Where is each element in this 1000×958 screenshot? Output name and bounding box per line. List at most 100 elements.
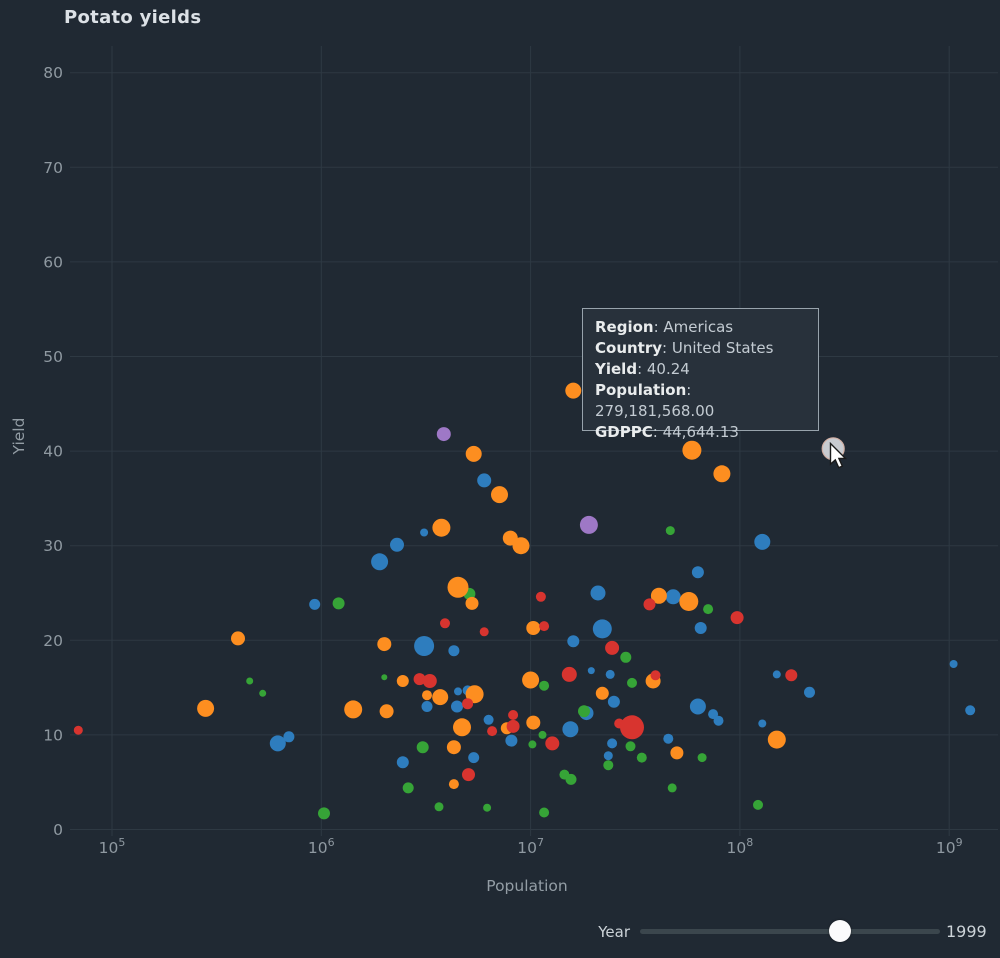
data-point[interactable] <box>446 740 461 755</box>
data-point[interactable] <box>565 382 582 399</box>
data-point[interactable] <box>396 675 409 687</box>
data-point[interactable] <box>949 660 958 668</box>
data-point[interactable] <box>592 619 612 639</box>
data-point[interactable] <box>454 687 462 696</box>
data-point[interactable] <box>416 741 429 754</box>
data-point[interactable] <box>73 725 83 735</box>
data-point[interactable] <box>309 598 321 610</box>
data-point[interactable] <box>422 674 437 688</box>
data-point[interactable] <box>561 666 577 682</box>
data-point[interactable] <box>605 669 615 679</box>
data-point[interactable] <box>231 631 245 646</box>
data-point[interactable] <box>758 719 767 728</box>
data-point[interactable] <box>448 645 460 657</box>
data-point[interactable] <box>402 782 414 794</box>
data-point[interactable] <box>730 611 744 625</box>
data-point[interactable] <box>650 670 661 681</box>
data-point[interactable] <box>679 592 699 611</box>
data-point[interactable] <box>465 685 484 704</box>
data-point[interactable] <box>390 537 404 552</box>
data-point[interactable] <box>259 689 267 697</box>
data-point[interactable] <box>448 779 459 790</box>
data-point[interactable] <box>607 695 620 708</box>
data-point[interactable] <box>539 680 550 691</box>
data-point[interactable] <box>636 752 647 763</box>
data-point[interactable] <box>381 674 388 681</box>
data-point[interactable] <box>528 740 537 749</box>
data-point[interactable] <box>453 718 471 737</box>
data-point[interactable] <box>694 622 707 634</box>
data-point[interactable] <box>420 528 429 537</box>
data-point[interactable] <box>965 705 976 716</box>
data-point[interactable] <box>468 752 480 764</box>
data-point[interactable] <box>667 783 677 793</box>
data-point[interactable] <box>578 705 590 718</box>
data-point[interactable] <box>753 799 763 810</box>
data-point[interactable] <box>462 768 475 782</box>
data-point[interactable] <box>713 715 724 726</box>
data-point[interactable] <box>436 427 451 442</box>
data-point[interactable] <box>508 710 519 720</box>
data-point[interactable] <box>479 627 489 637</box>
data-point[interactable] <box>665 589 681 605</box>
data-point[interactable] <box>318 807 330 820</box>
data-point[interactable] <box>379 704 394 719</box>
data-point[interactable] <box>663 733 674 744</box>
data-point[interactable] <box>603 751 613 761</box>
data-point[interactable] <box>605 640 620 655</box>
data-point[interactable] <box>487 726 498 737</box>
data-point[interactable] <box>491 486 508 504</box>
data-point[interactable] <box>703 604 714 615</box>
data-point[interactable] <box>413 673 426 686</box>
data-point[interactable] <box>526 621 541 635</box>
data-point[interactable] <box>620 715 644 740</box>
data-point[interactable] <box>767 730 786 749</box>
data-point[interactable] <box>432 518 451 537</box>
data-point[interactable] <box>451 700 463 713</box>
data-point[interactable] <box>506 719 520 733</box>
data-point[interactable] <box>590 585 606 601</box>
data-point[interactable] <box>505 734 518 747</box>
data-point[interactable] <box>432 689 449 706</box>
data-point[interactable] <box>522 671 540 689</box>
data-point[interactable] <box>665 526 675 536</box>
data-point[interactable] <box>713 465 731 483</box>
data-point[interactable] <box>526 715 541 730</box>
data-point[interactable] <box>682 440 702 460</box>
data-point[interactable] <box>440 618 450 629</box>
data-point[interactable] <box>567 635 580 648</box>
data-point[interactable] <box>754 533 771 550</box>
data-point[interactable] <box>512 537 530 555</box>
data-point[interactable] <box>670 746 684 760</box>
data-point[interactable] <box>477 473 492 488</box>
data-point[interactable] <box>708 709 719 720</box>
data-point[interactable] <box>697 753 707 763</box>
data-point[interactable] <box>535 591 546 602</box>
data-point[interactable] <box>772 670 781 679</box>
data-point[interactable] <box>414 636 435 656</box>
data-point[interactable] <box>607 738 618 749</box>
data-point[interactable] <box>562 721 579 738</box>
data-point[interactable] <box>283 731 295 743</box>
data-point[interactable] <box>377 637 392 652</box>
data-point[interactable] <box>643 598 656 611</box>
data-point[interactable] <box>689 698 706 715</box>
data-point[interactable] <box>462 698 474 710</box>
data-point[interactable] <box>538 730 547 739</box>
data-point[interactable] <box>465 445 482 462</box>
data-point[interactable] <box>371 553 389 571</box>
data-point[interactable] <box>246 677 254 685</box>
data-point[interactable] <box>447 576 469 598</box>
data-point[interactable] <box>579 515 598 534</box>
data-point[interactable] <box>603 760 614 771</box>
data-point[interactable] <box>539 621 550 632</box>
data-point[interactable] <box>565 773 577 785</box>
data-point[interactable] <box>421 701 433 712</box>
data-point[interactable] <box>422 690 432 701</box>
data-point[interactable] <box>785 669 798 682</box>
data-point[interactable] <box>804 686 815 698</box>
data-point[interactable] <box>332 597 345 610</box>
data-point[interactable] <box>650 587 667 604</box>
data-point[interactable] <box>627 677 637 688</box>
